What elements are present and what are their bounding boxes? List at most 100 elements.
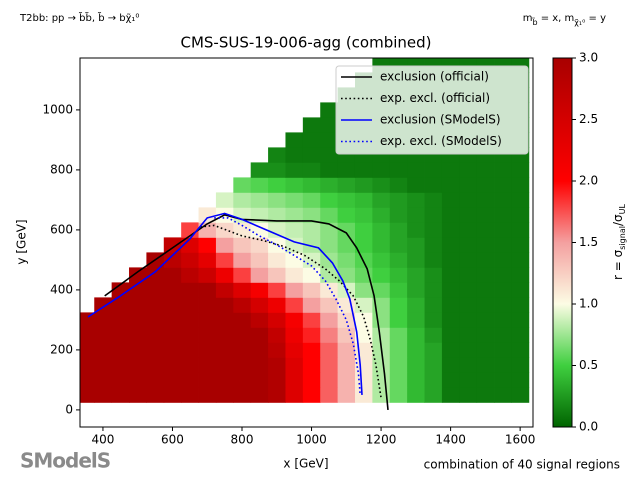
heatmap-cell — [494, 267, 512, 283]
heatmap-cell — [459, 387, 478, 403]
heatmap-cell — [459, 162, 478, 178]
heatmap-cell — [441, 327, 460, 343]
heatmap-cell — [233, 207, 252, 223]
heatmap-cell — [424, 222, 443, 238]
colorbar-tick-label: 0.0 — [579, 420, 598, 434]
heatmap-cell — [320, 162, 339, 178]
heatmap-cell — [268, 312, 286, 328]
heatmap-cell — [302, 177, 321, 193]
heatmap-cell — [94, 357, 113, 373]
heatmap-cell — [111, 342, 130, 358]
colorbar-tick-label: 2.0 — [579, 174, 598, 188]
heatmap-cell — [320, 387, 339, 403]
heatmap-cell — [111, 357, 130, 373]
header-right: mb̃ = x, mχ̃₁⁰ = y — [523, 13, 606, 27]
heatmap-cell — [441, 237, 460, 253]
heatmap-cell — [354, 222, 373, 238]
heatmap-cell — [389, 387, 408, 403]
heatmap-cell — [163, 282, 182, 298]
heatmap-cell — [476, 252, 495, 268]
heatmap-cell — [441, 267, 460, 283]
heatmap-cell — [354, 207, 373, 223]
heatmap-cell — [337, 387, 356, 403]
heatmap-cell — [163, 297, 182, 313]
heatmap-cell — [424, 177, 443, 193]
heatmap-cell — [441, 222, 460, 238]
heatmap-cell — [320, 327, 339, 343]
heatmap-cell — [407, 372, 425, 388]
heatmap-cell — [198, 282, 217, 298]
heatmap-cell — [459, 297, 478, 313]
heatmap-cell — [215, 267, 234, 283]
heatmap-cell — [250, 327, 269, 343]
heatmap-cell — [302, 312, 321, 328]
heatmap-cell — [268, 372, 286, 388]
heatmap-cell — [459, 222, 478, 238]
x-axis-label: x [GeV] — [283, 457, 328, 471]
heatmap-cell — [337, 207, 356, 223]
heatmap-cell — [181, 327, 199, 343]
colorbar-tick-label: 1.5 — [579, 235, 598, 249]
heatmap-cell — [372, 192, 391, 208]
heatmap-cell — [285, 147, 304, 163]
heatmap-cell — [146, 387, 165, 403]
heatmap-cell — [494, 342, 512, 358]
heatmap-cell — [407, 252, 425, 268]
heatmap-cell — [424, 312, 443, 328]
heatmap-cell — [233, 177, 252, 193]
subscript: signal — [618, 226, 627, 250]
heatmap-cell — [372, 162, 391, 178]
heatmap-cell — [302, 207, 321, 223]
heatmap-cell — [111, 297, 130, 313]
heatmap-cell — [250, 372, 269, 388]
heatmap-cell — [320, 102, 339, 118]
heatmap-cell — [354, 252, 373, 268]
heatmap-cell — [285, 357, 304, 373]
heatmap-cell — [337, 237, 356, 253]
colorbar-tick-label: 3.0 — [579, 51, 598, 65]
heatmap-cell — [181, 267, 199, 283]
heatmap-cell — [476, 282, 495, 298]
heatmap-cell — [424, 297, 443, 313]
heatmap-cell — [129, 312, 147, 328]
text-part: = x, m — [538, 13, 575, 24]
heatmap-cell — [302, 372, 321, 388]
heatmap-cell — [354, 237, 373, 253]
heatmap-cell — [94, 297, 113, 313]
text-part: = y — [585, 13, 606, 24]
heatmap-cell — [268, 387, 286, 403]
y-tick-label: 200 — [50, 342, 73, 356]
heatmap-cell — [215, 282, 234, 298]
colorbar-tick-label: 1.0 — [579, 297, 598, 311]
heatmap-cell — [302, 192, 321, 208]
heatmap-cell — [250, 342, 269, 358]
heatmap-cell — [80, 387, 95, 403]
heatmap-cell — [129, 387, 147, 403]
heatmap-cell — [407, 207, 425, 223]
heatmap-cell — [146, 357, 165, 373]
heatmap-cell — [511, 327, 530, 343]
heatmap-cell — [407, 162, 425, 178]
heatmap-cell — [459, 357, 478, 373]
heatmap-cell — [511, 237, 530, 253]
heatmap-cell — [285, 132, 304, 148]
heatmap-cell — [424, 237, 443, 253]
heatmap-cell — [268, 207, 286, 223]
heatmap-cell — [354, 297, 373, 313]
heatmap-cell — [494, 372, 512, 388]
heatmap-cell — [476, 372, 495, 388]
heatmap-cell — [320, 177, 339, 193]
heatmap-cell — [337, 312, 356, 328]
heatmap-cell — [250, 252, 269, 268]
heatmap-cell — [181, 357, 199, 373]
heatmap-cell — [250, 357, 269, 373]
heatmap-cell — [163, 372, 182, 388]
heatmap-cell — [320, 267, 339, 283]
heatmap-cell — [215, 387, 234, 403]
heatmap-cell — [372, 357, 391, 373]
heatmap-cell — [302, 342, 321, 358]
heatmap-cell — [441, 372, 460, 388]
heatmap-cell — [337, 372, 356, 388]
heatmap-cell — [407, 282, 425, 298]
heatmap-cell — [198, 207, 217, 223]
